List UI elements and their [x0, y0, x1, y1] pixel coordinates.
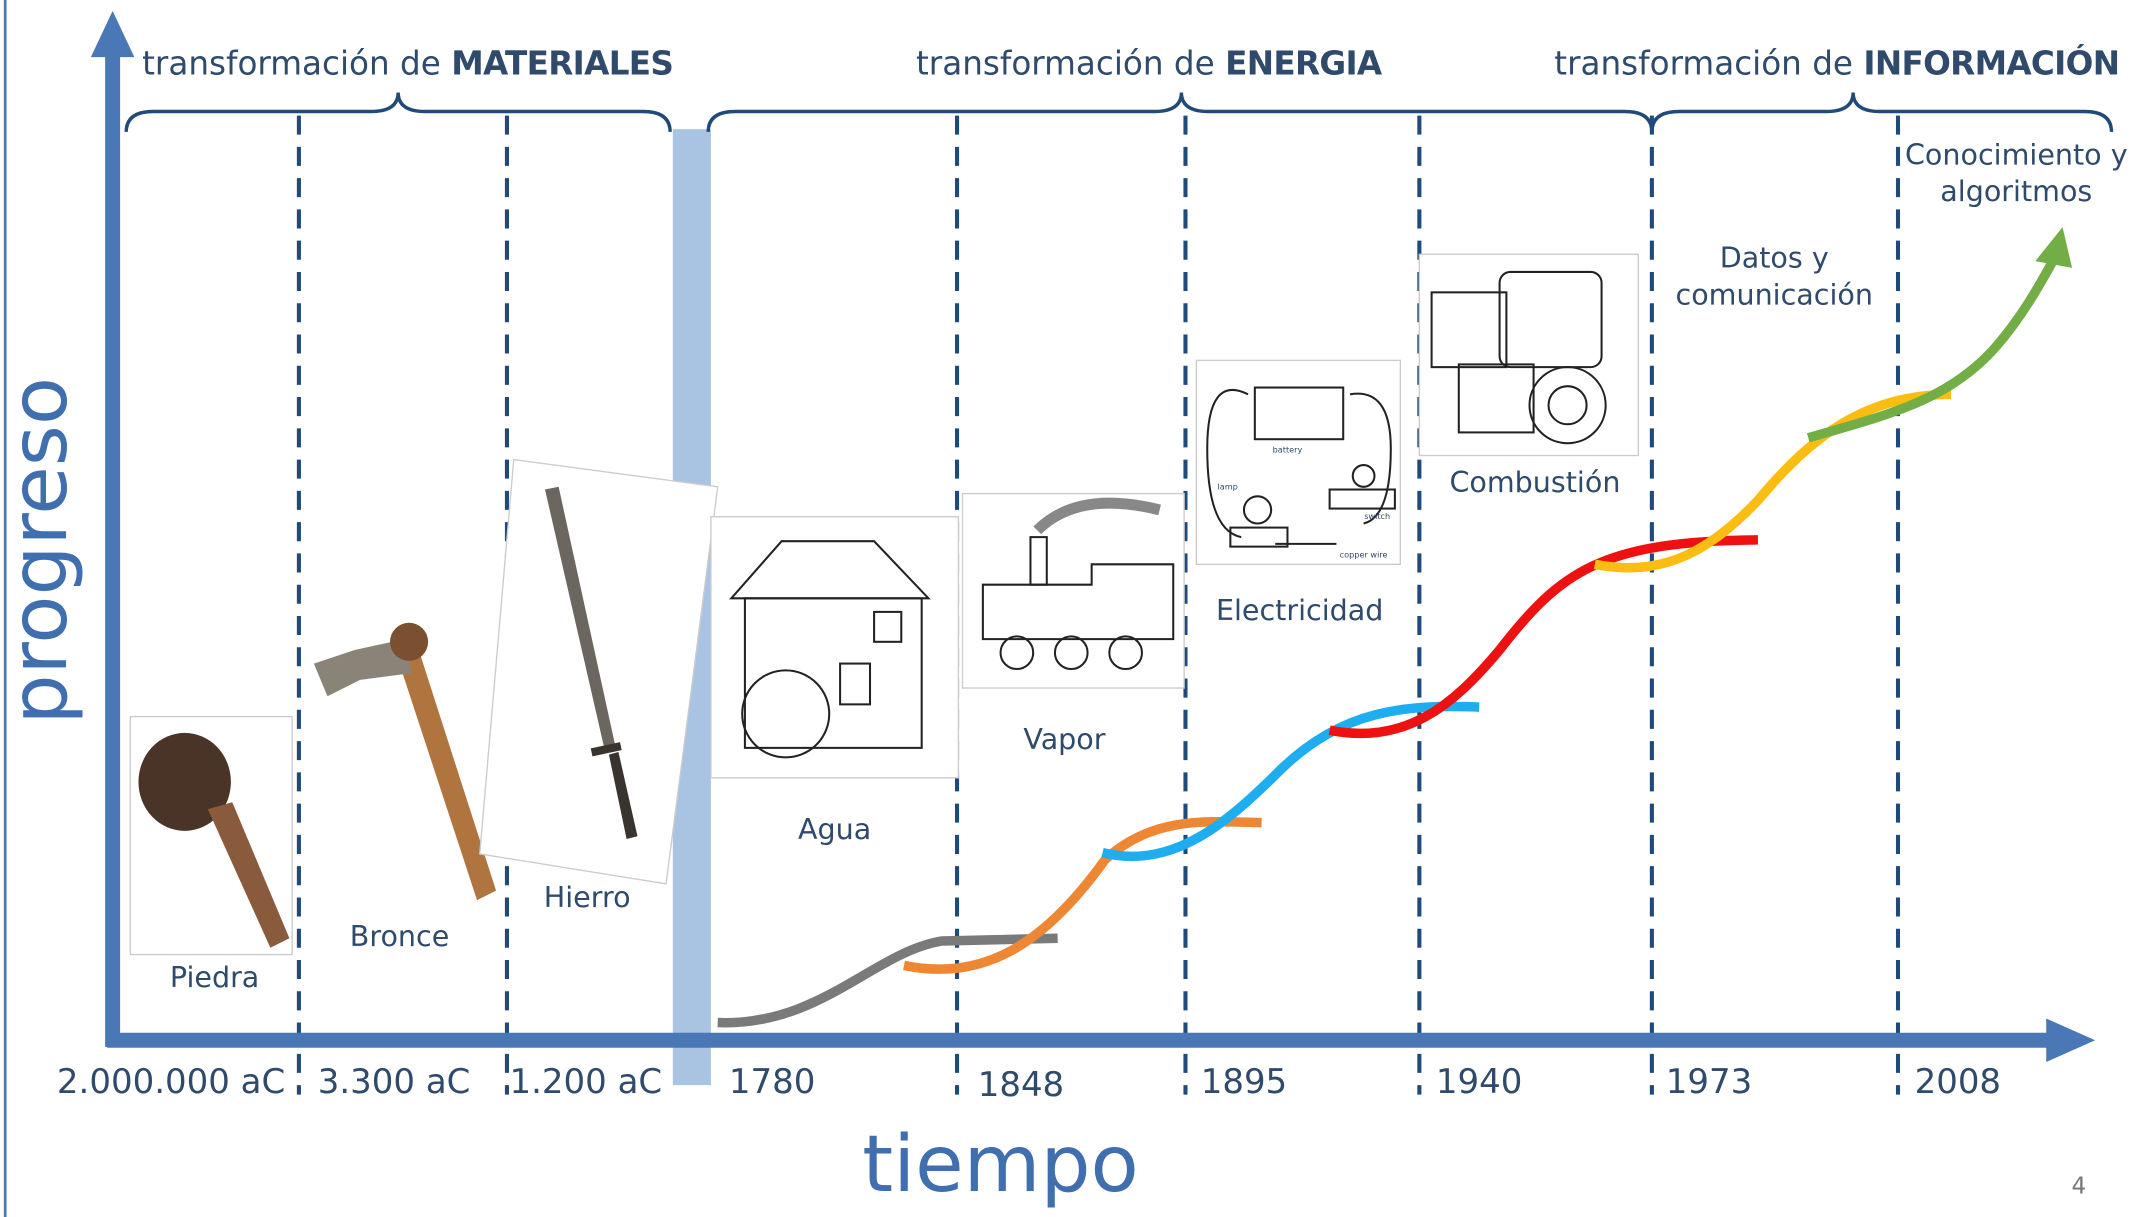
era-label: Datos y — [1720, 241, 1829, 275]
section-prefix: transformación de — [916, 44, 1215, 82]
date-label: 1.200 aC — [509, 1062, 662, 1102]
stone-tool — [130, 717, 292, 955]
era-label: Electricidad — [1216, 593, 1383, 627]
bronze-axe — [314, 623, 496, 900]
date-label: 2008 — [1915, 1062, 2002, 1102]
wire-label: copper wire — [1340, 549, 1388, 559]
page-number: 4 — [2072, 1174, 2087, 1200]
era-label: Combustión — [1449, 465, 1620, 499]
date-label: 1848 — [978, 1065, 1065, 1105]
date-label: 3.300 aC — [318, 1062, 471, 1102]
era-label: Conocimiento y — [1905, 137, 2128, 171]
lamp-label: lamp — [1217, 481, 1237, 491]
date-label: 1973 — [1666, 1062, 1753, 1102]
era-label: Vapor — [1023, 722, 1105, 756]
section-header: transformación de MATERIALES — [142, 44, 673, 82]
battery-label: battery — [1273, 445, 1303, 455]
date-label: 1780 — [729, 1062, 816, 1102]
braces — [126, 92, 2111, 131]
era-label: Hierro — [544, 880, 631, 914]
section-keyword: MATERIALES — [451, 44, 673, 82]
slide: battery lamp switch copper wire 4 progre… — [0, 0, 2133, 1217]
water-mill — [711, 517, 958, 778]
section-prefix: transformación de — [1554, 44, 1853, 82]
switch-label: switch — [1364, 511, 1390, 521]
date-label: 1895 — [1201, 1062, 1288, 1102]
circuit: battery lamp switch copper wire — [1196, 360, 1400, 564]
date-label: 1940 — [1436, 1062, 1523, 1102]
y-axis-label: progreso — [0, 377, 85, 725]
section-keyword: INFORMACIÓN — [1863, 43, 2119, 82]
section-prefix: transformación de — [142, 44, 441, 82]
date-label: 2.000.000 aC — [57, 1062, 285, 1102]
steam-train — [962, 494, 1184, 688]
era-label: algoritmos — [1940, 174, 2092, 208]
engine — [1419, 254, 1638, 455]
section-header: transformación de ENERGIA — [916, 44, 1383, 82]
section-keyword: ENERGIA — [1225, 44, 1383, 82]
era-label: comunicación — [1676, 277, 1873, 311]
era-label: Bronce — [350, 919, 450, 953]
section-header: transformación de INFORMACIÓN — [1554, 43, 2119, 82]
x-axis-label: tiempo — [862, 1118, 1138, 1210]
era-label: Piedra — [170, 960, 259, 994]
era-label: Agua — [798, 812, 871, 846]
